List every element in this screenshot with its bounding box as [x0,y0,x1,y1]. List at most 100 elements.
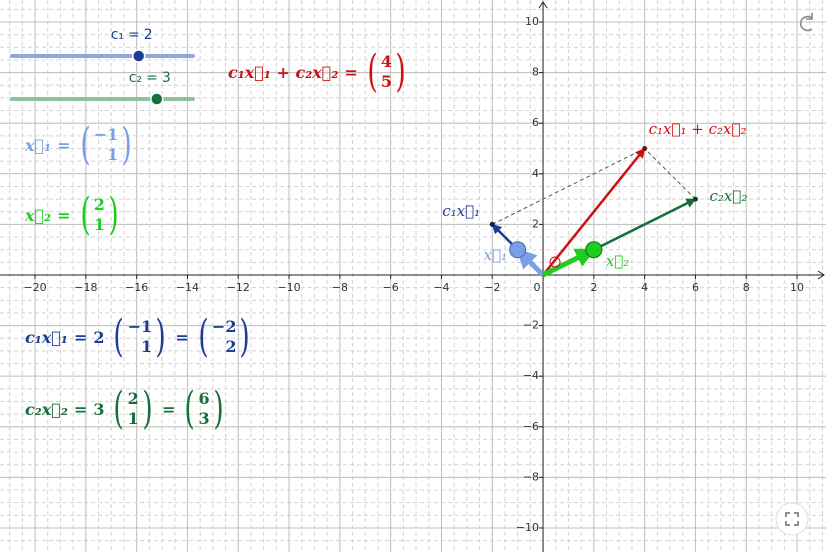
x-tick-label: −4 [433,281,449,294]
components: −1 1 [94,125,119,165]
column-vector: (2 1) [110,387,155,431]
column-vector: (−1 1) [110,315,169,359]
column-vector: (2 1) [77,193,122,237]
column-vector: (−2 2) [195,315,254,359]
x-tick-label: −10 [277,281,300,294]
paren: ( [367,46,378,97]
x-axis-arrow [817,270,825,280]
slider-knob[interactable] [131,49,146,63]
components: −1 1 [128,317,153,357]
component: 1 [107,145,119,164]
formula: x⃗₂ = (2 1) [25,193,122,237]
component: 3 [198,409,210,428]
equals: = [57,205,71,225]
column-vector: (4 5) [364,50,409,94]
x-tick-label: −14 [176,281,199,294]
vector-label: x⃗₂ [605,251,630,270]
paren: ( [198,311,209,362]
component: −1 [127,317,153,336]
x-tick-label: 6 [692,281,699,294]
origin-point [549,256,561,268]
x-tick-label: −2 [484,281,500,294]
paren: ( [113,311,125,362]
paren: ) [395,46,406,97]
x-tick-label: −8 [332,281,348,294]
component: 2 [225,337,237,356]
param-value: 3 [93,399,105,419]
formula: c₁x⃗₁ = 2(−1 1) =(−2 2) [25,315,254,359]
formula: c₁x⃗₁ + c₂x⃗₂ = (4 5) [228,50,409,94]
column-vector: (6 3) [181,387,226,431]
paren: ) [213,383,224,434]
component: 6 [198,389,210,408]
x-tick-label: 4 [641,281,648,294]
x-tick-label: 8 [743,281,750,294]
vector-tip [692,196,698,202]
point-x2 [585,241,603,259]
y-tick-label: 2 [532,217,539,230]
formula: c₂x⃗₂ = 3(2 1) =(6 3) [25,387,227,431]
slider-label: c₂ = 3 [129,70,171,86]
y-tick-label: 10 [525,15,539,28]
equals: = [344,62,358,82]
equals: = [128,27,140,43]
fullscreen-button[interactable] [775,502,809,536]
y-tick-label: 6 [532,116,539,129]
vector-label: c₂x⃗₂ [709,187,748,206]
x-tick-label: −20 [23,281,46,294]
vector-label: x⃗₁ [483,245,508,264]
component: 2 [127,389,139,408]
component: 1 [127,409,139,428]
x-tick-label: 0 [534,281,541,294]
slider-knob[interactable] [150,92,164,106]
paren: ( [184,383,196,434]
param-value: 2 [93,327,105,347]
vector [542,147,646,276]
y-tick-label: 8 [532,66,539,79]
x-tick-label: −18 [74,281,97,294]
y-tick-label: −8 [523,470,539,483]
label: c₁x⃗₁ [25,327,68,347]
label: x⃗₂ [25,205,52,225]
component: 5 [380,72,393,91]
paren: ) [239,311,251,362]
component: 4 [380,52,393,71]
reload-icon[interactable] [799,13,813,32]
paren: ) [121,119,133,170]
x-tick-label: −6 [383,281,399,294]
equals: = [73,399,88,419]
label: c₁x⃗₁ + c₂x⃗₂ [228,62,339,82]
vector-label: c₁x⃗₁ [442,202,481,221]
paren: ) [108,189,119,240]
param-name: c₂ [128,70,143,86]
paren: ) [142,383,153,434]
slider-label: c₁ = 2 [111,27,153,43]
paren: ( [113,383,125,434]
param-value: 3 [161,70,171,86]
column-vector: (−1 1) [77,123,136,167]
point-x1 [509,241,527,259]
x-tick-label: −16 [125,281,148,294]
component: 1 [93,215,105,234]
component: −1 [93,125,119,144]
x-tick-label: 2 [590,281,597,294]
paren: ( [79,189,91,240]
component: 1 [141,337,153,356]
y-axis-arrow [538,1,548,9]
equals: = [146,70,158,86]
component: −2 [211,317,237,336]
y-tick-label: −2 [523,319,539,332]
y-tick-label: −10 [516,521,539,534]
label: c₂x⃗₂ [25,399,68,419]
y-tick-label: −6 [523,420,539,433]
paren: ( [79,119,91,170]
equals: = [161,399,176,419]
paren: ) [155,311,166,362]
components: −2 2 [212,317,237,357]
